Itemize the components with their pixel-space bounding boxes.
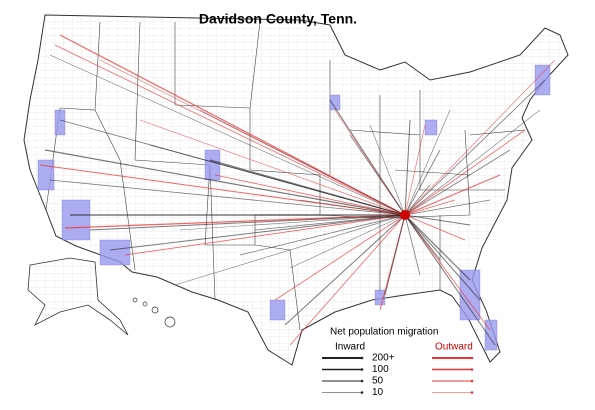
migration-line (289, 214, 406, 346)
migration-line (404, 124, 426, 216)
migration-line (59, 34, 406, 216)
map-title: Davidson County, Tenn. (199, 11, 357, 27)
legend-dot (470, 379, 474, 383)
migration-line (404, 109, 541, 216)
legend-dot (360, 391, 364, 394)
migration-line (404, 214, 466, 241)
migration-line (239, 214, 406, 256)
migration-line (89, 214, 406, 231)
migration-line (404, 149, 441, 216)
migration-line (109, 214, 406, 251)
migration-lines (39, 34, 556, 346)
migration-line (64, 214, 406, 229)
migration-line (44, 149, 406, 216)
migration-line (214, 174, 406, 216)
migration-line (139, 119, 406, 216)
migration-line (209, 159, 406, 216)
legend-level: 100 (372, 364, 389, 375)
migration-line (384, 214, 406, 296)
migration-line (404, 199, 491, 216)
county-grid (23, 14, 569, 366)
migration-line (404, 59, 556, 216)
migration-line (404, 214, 491, 331)
legend-dot (360, 379, 364, 383)
legend-inward: Inward (335, 342, 365, 353)
migration-line (54, 44, 406, 216)
migration-line (404, 79, 546, 216)
migration-line (254, 214, 406, 231)
us-outline (23, 14, 569, 366)
legend-dot (470, 391, 474, 394)
migration-line (49, 54, 406, 216)
legend-level: 200+ (372, 353, 395, 364)
migration-line (39, 164, 406, 216)
origin-county (400, 210, 410, 220)
migration-line (404, 184, 431, 216)
migration-line (404, 214, 471, 281)
migration-line (404, 109, 451, 216)
migration-line (49, 179, 406, 216)
migration-line (404, 149, 511, 216)
migration-line (284, 214, 406, 326)
legend-dot (470, 368, 474, 371)
legend-dot (470, 356, 474, 360)
migration-line (404, 199, 456, 216)
migration-line (349, 134, 406, 216)
alaska (27, 257, 129, 336)
legend-dot (360, 356, 364, 360)
legend: Net population migration Inward Outward … (322, 327, 474, 398)
migration-line (404, 214, 441, 261)
migration-line (274, 214, 406, 301)
county-highlights (37, 64, 551, 351)
migration-line (289, 214, 406, 269)
migration-line (124, 214, 406, 256)
hawaii (132, 297, 176, 328)
legend-title: Net population migration (330, 327, 438, 338)
legend-level: 50 (372, 376, 384, 387)
legend-dot (360, 368, 364, 371)
migration-line (404, 119, 411, 216)
migration-line (404, 174, 501, 216)
migration-line (299, 199, 406, 216)
legend-level: 10 (372, 387, 384, 398)
migration-line (369, 124, 406, 216)
migration-line (404, 214, 471, 226)
migration-line (179, 214, 406, 231)
migration-line (404, 129, 526, 216)
migration-line (174, 214, 406, 286)
migration-line (404, 214, 421, 276)
migration-line (404, 214, 496, 346)
migration-line (199, 109, 406, 216)
legend-outward: Outward (435, 342, 473, 353)
migration-line (404, 214, 481, 301)
